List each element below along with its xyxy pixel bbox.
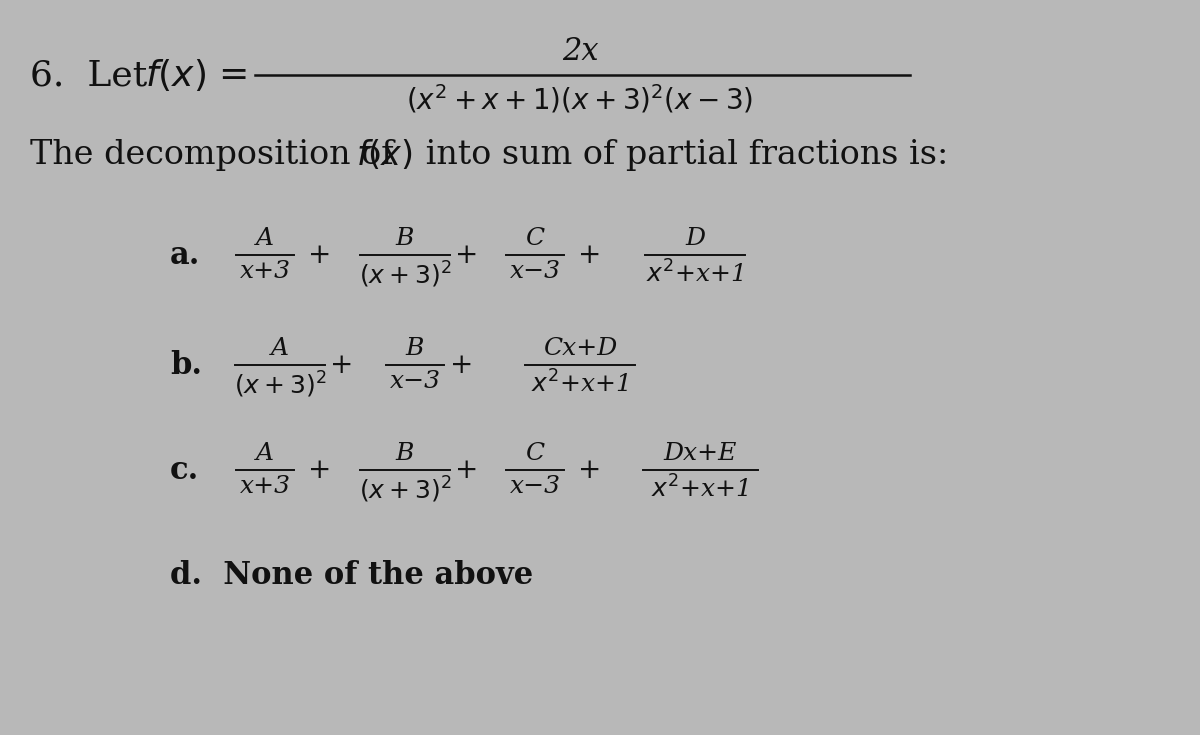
Text: The decomposition of: The decomposition of	[30, 139, 404, 171]
Text: a.: a.	[170, 240, 200, 270]
Text: A: A	[271, 337, 289, 360]
Text: Cx+D: Cx+D	[542, 337, 617, 360]
Text: $x^2$+x+1: $x^2$+x+1	[532, 370, 629, 397]
Text: +: +	[455, 242, 479, 268]
Text: =: =	[218, 58, 248, 92]
Text: Dx+E: Dx+E	[664, 442, 737, 465]
Text: 6.  Let: 6. Let	[30, 58, 170, 92]
Text: x−3: x−3	[510, 475, 560, 498]
Text: $x^2$+x+1: $x^2$+x+1	[647, 260, 744, 287]
Text: $f(x)$: $f(x)$	[145, 57, 206, 93]
Text: +: +	[308, 456, 331, 484]
Text: b.: b.	[170, 350, 202, 381]
Text: $f(x)$: $f(x)$	[356, 138, 413, 172]
Text: $x^2$+x+1: $x^2$+x+1	[652, 475, 749, 502]
Text: x+3: x+3	[240, 475, 290, 498]
Text: $(x^2+x+1)(x+3)^2(x-3)$: $(x^2+x+1)(x+3)^2(x-3)$	[407, 83, 754, 116]
Text: B: B	[406, 337, 424, 360]
Text: 2x: 2x	[562, 36, 599, 67]
Text: x−3: x−3	[510, 260, 560, 283]
Text: $(x+3)^2$: $(x+3)^2$	[359, 260, 451, 290]
Text: B: B	[396, 442, 414, 465]
Text: +: +	[578, 242, 601, 268]
Text: into sum of partial fractions is:: into sum of partial fractions is:	[415, 139, 948, 171]
Text: +: +	[578, 456, 601, 484]
Text: A: A	[256, 442, 274, 465]
Text: $(x+3)^2$: $(x+3)^2$	[234, 370, 326, 400]
Text: x−3: x−3	[390, 370, 440, 393]
Text: +: +	[330, 351, 354, 379]
Text: x+3: x+3	[240, 260, 290, 283]
Text: C: C	[526, 442, 545, 465]
Text: +: +	[455, 456, 479, 484]
Text: B: B	[396, 227, 414, 250]
Text: A: A	[256, 227, 274, 250]
Text: +: +	[450, 351, 474, 379]
Text: +: +	[308, 242, 331, 268]
Text: $(x+3)^2$: $(x+3)^2$	[359, 475, 451, 505]
Text: C: C	[526, 227, 545, 250]
Text: D: D	[685, 227, 706, 250]
Text: d.  None of the above: d. None of the above	[170, 559, 533, 590]
Text: c.: c.	[170, 454, 199, 486]
